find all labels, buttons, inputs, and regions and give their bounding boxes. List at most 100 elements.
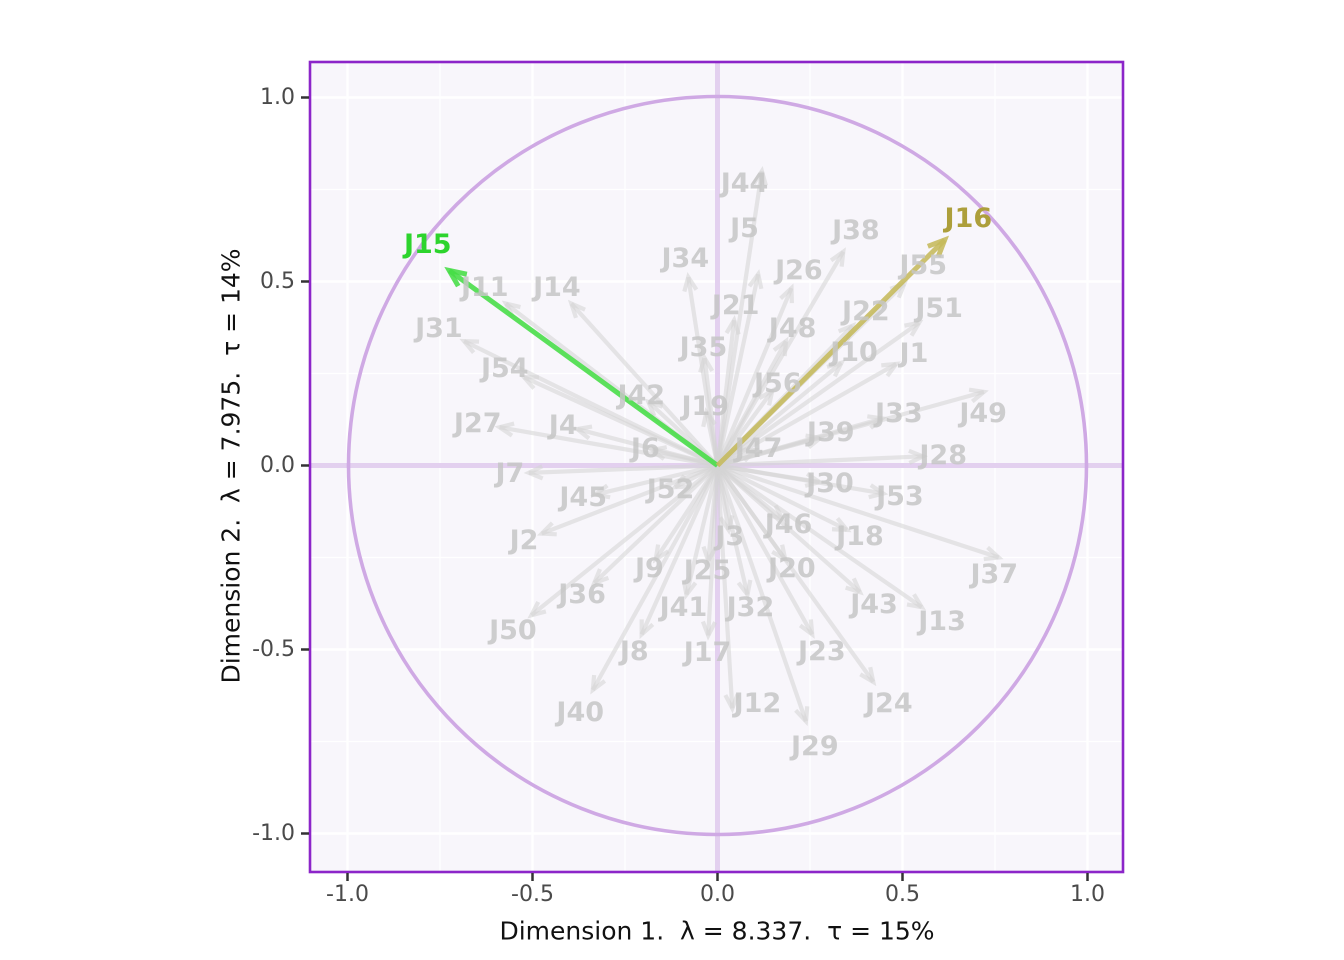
arrowhead-J38 [829,247,846,267]
var-label-J34: J34 [659,243,709,274]
var-label-J45: J45 [557,482,607,513]
var-label-J40: J40 [554,697,604,728]
var-label-J46: J46 [763,509,813,540]
arrow-J26 [715,287,794,467]
arrowhead-J37 [983,545,1004,562]
var-label-J44: J44 [719,168,769,199]
var-label-J2: J2 [508,525,539,556]
var-label-J24: J24 [863,688,913,719]
var-label-J4: J4 [547,410,578,441]
var-label-J41: J41 [658,592,708,623]
arrowhead-J27 [494,421,515,438]
arrow-J40 [590,464,720,691]
var-label-J6: J6 [629,433,660,464]
var-label-J25: J25 [682,555,732,586]
arrow-J46 [716,463,784,521]
arrowhead-J31 [459,338,480,354]
y-tick-label: 1.0 [260,85,295,110]
arrowhead-J24 [859,666,877,687]
y-tick-label: 0.5 [260,269,295,294]
arrowhead-J26 [779,283,794,304]
var-label-J55: J55 [897,250,947,281]
var-label-J49: J49 [957,398,1007,429]
var-label-J16: J16 [943,203,993,234]
var-label-J42: J42 [615,380,665,411]
arrowhead-J28 [908,448,928,465]
arrow-J44 [715,170,764,466]
arrowhead-J1 [881,361,901,378]
arrow-J52 [673,463,719,490]
arrow-J12 [715,465,735,709]
var-label-J36: J36 [556,579,606,610]
arrowhead-J43 [845,577,864,596]
arrowhead-J51 [904,319,924,337]
var-label-J32: J32 [725,592,775,623]
var-label-J23: J23 [796,636,846,667]
var-label-J13: J13 [916,606,966,637]
var-label-J53: J53 [874,481,924,512]
var-label-J39: J39 [805,417,855,448]
arrow-J51 [716,321,921,468]
var-label-J38: J38 [830,215,880,246]
arrowhead-J18 [831,516,852,533]
var-label-J7: J7 [494,458,525,489]
x-tick-label: -1.0 [326,882,369,907]
y-tick-label: -1.0 [252,821,295,846]
var-label-J11: J11 [459,272,509,303]
arrow-J23 [715,464,815,636]
var-label-J35: J35 [678,332,728,363]
var-label-J12: J12 [732,688,782,719]
arrowhead-J12 [723,693,740,714]
var-label-J20: J20 [766,553,816,584]
var-label-J33: J33 [873,398,923,429]
var-label-J37: J37 [968,559,1018,590]
var-label-J47: J47 [733,433,783,464]
arrow-J29 [715,464,808,722]
arrowhead-J46 [767,504,787,523]
arrow-J54 [523,375,719,468]
var-label-J22: J22 [840,296,890,327]
arrowhead-J52 [670,474,691,490]
var-label-J52: J52 [645,474,695,505]
arrowhead-J41 [681,579,698,600]
arrowhead-J44 [752,166,768,187]
var-label-J21: J21 [710,290,760,321]
arrow-J18 [716,463,848,532]
arrow-J16 [715,238,947,468]
var-label-J17: J17 [682,637,732,668]
arrowhead-J23 [798,619,815,639]
arrowhead-J35 [698,352,715,373]
var-label-J43: J43 [848,589,898,620]
var-label-J27: J27 [452,408,502,439]
var-label-J14: J14 [531,272,581,303]
arrowhead-J42 [644,398,664,417]
arrowhead-J29 [794,706,810,727]
arrowhead-J13 [906,593,926,611]
arrowhead-J48 [772,336,789,357]
x-axis-title: Dimension 1. λ = 8.337. τ = 15% [499,916,935,946]
var-label-J28: J28 [917,440,967,471]
var-label-J54: J54 [479,353,529,384]
arrowhead-J25 [701,545,718,566]
arrowhead-J49 [968,387,989,404]
panel-border [308,60,1125,874]
arrowhead-J16 [926,235,950,258]
arrowhead-J54 [519,375,540,390]
arrow-J32 [715,465,750,596]
arrow-J7 [528,463,718,475]
arrow-J37 [716,463,1000,560]
arrow-J15 [447,268,719,468]
arrow-J50 [530,463,719,617]
x-tick-label: 0.0 [700,882,735,907]
var-label-J9: J9 [633,553,664,584]
arrowhead-J2 [536,521,557,537]
arrowhead-J5 [747,269,764,290]
arrow-J36 [592,463,719,585]
x-tick-label: 1.0 [1070,882,1105,907]
arrow-J14 [569,302,720,467]
arrow-J35 [702,357,720,466]
arrowhead-J45 [590,483,611,500]
arrow-J25 [706,465,720,562]
var-label-J51: J51 [913,293,963,324]
